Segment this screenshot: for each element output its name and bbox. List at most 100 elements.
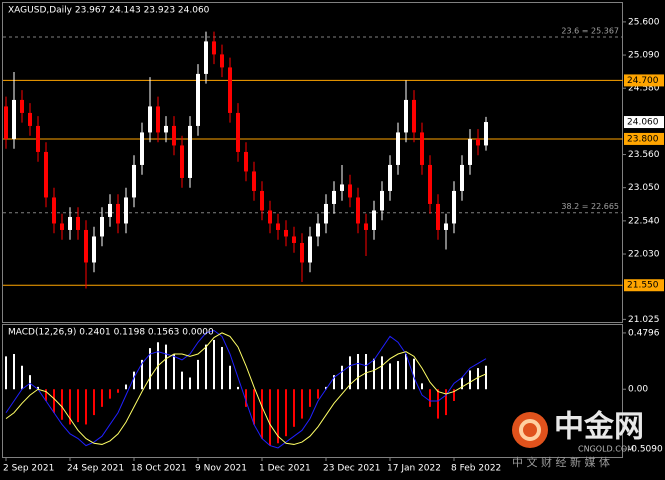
watermark-brand: 中金网 bbox=[554, 410, 644, 445]
candle-body bbox=[284, 229, 288, 237]
candle-body bbox=[468, 138, 472, 165]
macd-bar bbox=[461, 377, 463, 390]
candle-body bbox=[412, 99, 416, 133]
macd-bar bbox=[405, 354, 407, 390]
logo-ring bbox=[519, 419, 541, 441]
marks bbox=[3, 31, 623, 449]
logo bbox=[512, 412, 548, 448]
macd-bar bbox=[53, 389, 55, 413]
chart-title: XAGUSD,Daily 23.967 24.143 23.923 24.060 bbox=[8, 6, 210, 16]
y-tick-label: 24.580 bbox=[628, 84, 660, 94]
watermark-slogan: 中 文 财 经 新 媒 体 bbox=[512, 455, 610, 469]
candle-body bbox=[132, 164, 136, 198]
candle-body bbox=[340, 184, 344, 191]
macd-bar bbox=[117, 389, 119, 393]
candle-body bbox=[428, 164, 432, 204]
candle-body bbox=[348, 184, 352, 198]
level-box bbox=[624, 279, 664, 292]
watermark-site: CNGOLD.COM bbox=[578, 445, 634, 454]
macd-bar bbox=[133, 371, 135, 390]
current-price-label: 24.060 bbox=[627, 118, 659, 128]
macd-bar bbox=[45, 389, 47, 401]
macd-bar bbox=[317, 389, 319, 399]
price-panel-frame bbox=[2, 2, 623, 323]
fib-label: 23.6 = 25.367 bbox=[561, 27, 619, 36]
candle-body bbox=[332, 190, 336, 204]
macd-bar bbox=[37, 386, 39, 390]
candle-body bbox=[28, 112, 32, 126]
candle-body bbox=[300, 242, 304, 263]
candle-body bbox=[364, 223, 368, 230]
candle-body bbox=[436, 203, 440, 230]
macd-bar bbox=[365, 354, 367, 390]
candle-body bbox=[452, 190, 456, 224]
macd-bar bbox=[437, 389, 439, 419]
macd-bar bbox=[213, 339, 215, 390]
macd-bar bbox=[357, 354, 359, 390]
macd-bar bbox=[349, 356, 351, 390]
macd-bar bbox=[397, 361, 399, 390]
macd-panel-frame bbox=[2, 324, 623, 458]
macd-y-tick-label: -0.5090 bbox=[628, 445, 663, 455]
macd-bar bbox=[237, 386, 239, 390]
candle-body bbox=[116, 203, 120, 224]
macd-bar bbox=[381, 356, 383, 390]
macd-bar bbox=[141, 359, 143, 390]
y-tick-label: 25.600 bbox=[628, 17, 660, 27]
macd-bar bbox=[229, 365, 231, 390]
candle-body bbox=[180, 145, 184, 178]
macd-bar bbox=[109, 389, 111, 399]
candle-body bbox=[460, 164, 464, 191]
x-tick-label: 1 Dec 2021 bbox=[259, 464, 311, 474]
macd-bar bbox=[29, 375, 31, 390]
candle-body bbox=[220, 54, 224, 68]
macd-bar bbox=[165, 344, 167, 390]
candle-body bbox=[276, 223, 280, 230]
candle-body bbox=[188, 125, 192, 178]
candle-body bbox=[252, 171, 256, 191]
macd-bar bbox=[469, 370, 471, 390]
y-tick-label: 22.030 bbox=[628, 250, 660, 260]
macd-bar bbox=[445, 389, 447, 416]
macd-title: MACD(12,26,9) 0.2401 0.1198 0.1563 0.000… bbox=[8, 328, 214, 338]
macd-bar bbox=[173, 354, 175, 390]
macd-bar bbox=[341, 365, 343, 390]
candle-body bbox=[396, 132, 400, 165]
macd-bar bbox=[181, 371, 183, 390]
level-box bbox=[624, 74, 664, 87]
candle-body bbox=[108, 203, 112, 217]
macd-bar bbox=[477, 368, 479, 390]
candle-body bbox=[204, 41, 208, 74]
macd-bar bbox=[5, 356, 7, 390]
level-label: 21.550 bbox=[627, 281, 659, 291]
candle-body bbox=[268, 210, 272, 224]
candle-body bbox=[164, 125, 168, 133]
y-tick-label: 23.050 bbox=[628, 183, 660, 193]
macd-y-tick-label: 0.4796 bbox=[628, 328, 660, 338]
macd-bar bbox=[373, 358, 375, 390]
macd-bar bbox=[21, 365, 23, 390]
y-tick-label: 25.090 bbox=[628, 51, 660, 61]
macd-bar bbox=[221, 346, 223, 390]
macd-line bbox=[5, 332, 487, 445]
macd-bar bbox=[205, 344, 207, 390]
candle-body bbox=[324, 203, 328, 224]
candle-body bbox=[372, 210, 376, 230]
candle-body bbox=[380, 190, 384, 211]
macd-bar bbox=[245, 389, 247, 407]
macd-bar bbox=[101, 389, 103, 407]
macd-bar bbox=[85, 389, 87, 425]
x-tick-label: 23 Dec 2021 bbox=[323, 464, 381, 474]
level-label: 23.800 bbox=[627, 134, 659, 144]
candle-body bbox=[4, 106, 8, 139]
candle-body bbox=[124, 197, 128, 224]
candle-body bbox=[20, 99, 24, 113]
macd-bar bbox=[333, 375, 335, 390]
macd-bar bbox=[13, 354, 15, 390]
current-price-box bbox=[624, 116, 664, 129]
watermark: 中金网 CNGOLD.COM 中 文 财 经 新 媒 体 bbox=[512, 410, 644, 469]
candle-body bbox=[76, 216, 80, 230]
